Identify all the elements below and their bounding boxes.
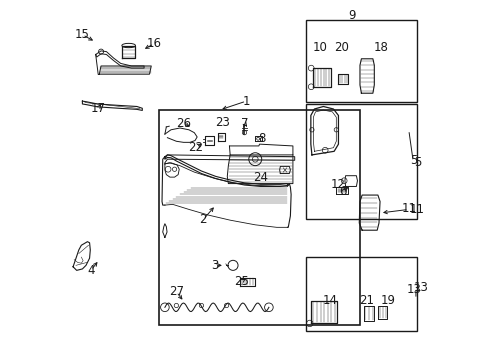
Text: 5: 5 bbox=[413, 156, 420, 168]
Text: 19: 19 bbox=[380, 294, 395, 307]
Text: 7: 7 bbox=[240, 117, 248, 130]
Text: 8: 8 bbox=[258, 131, 265, 145]
Text: 23: 23 bbox=[214, 116, 229, 129]
Text: 6: 6 bbox=[339, 185, 346, 198]
Text: 14: 14 bbox=[322, 294, 337, 307]
Text: 22: 22 bbox=[188, 140, 203, 153]
Text: 10: 10 bbox=[312, 41, 327, 54]
Text: 15: 15 bbox=[75, 28, 90, 41]
Text: 13: 13 bbox=[413, 281, 428, 294]
Text: 20: 20 bbox=[333, 41, 348, 54]
Text: 3: 3 bbox=[211, 259, 218, 272]
Text: 16: 16 bbox=[146, 37, 162, 50]
Text: 2: 2 bbox=[199, 213, 206, 226]
Text: 26: 26 bbox=[176, 117, 191, 130]
Text: 25: 25 bbox=[234, 275, 249, 288]
Text: 9: 9 bbox=[347, 9, 355, 22]
Text: 1: 1 bbox=[242, 95, 249, 108]
Text: 12: 12 bbox=[329, 178, 345, 191]
Text: 11: 11 bbox=[408, 203, 424, 216]
Text: 18: 18 bbox=[372, 41, 387, 54]
Bar bbox=[159, 110, 359, 325]
Text: 27: 27 bbox=[168, 285, 183, 298]
Text: 5: 5 bbox=[409, 154, 417, 167]
Bar bbox=[305, 104, 416, 220]
Text: 17: 17 bbox=[90, 102, 105, 115]
Text: 13: 13 bbox=[406, 283, 420, 296]
Text: 4: 4 bbox=[87, 264, 95, 277]
Text: 11: 11 bbox=[401, 202, 415, 215]
Bar bbox=[305, 20, 416, 102]
Text: 24: 24 bbox=[253, 171, 267, 184]
Bar bbox=[305, 257, 416, 330]
Text: 21: 21 bbox=[358, 294, 373, 307]
